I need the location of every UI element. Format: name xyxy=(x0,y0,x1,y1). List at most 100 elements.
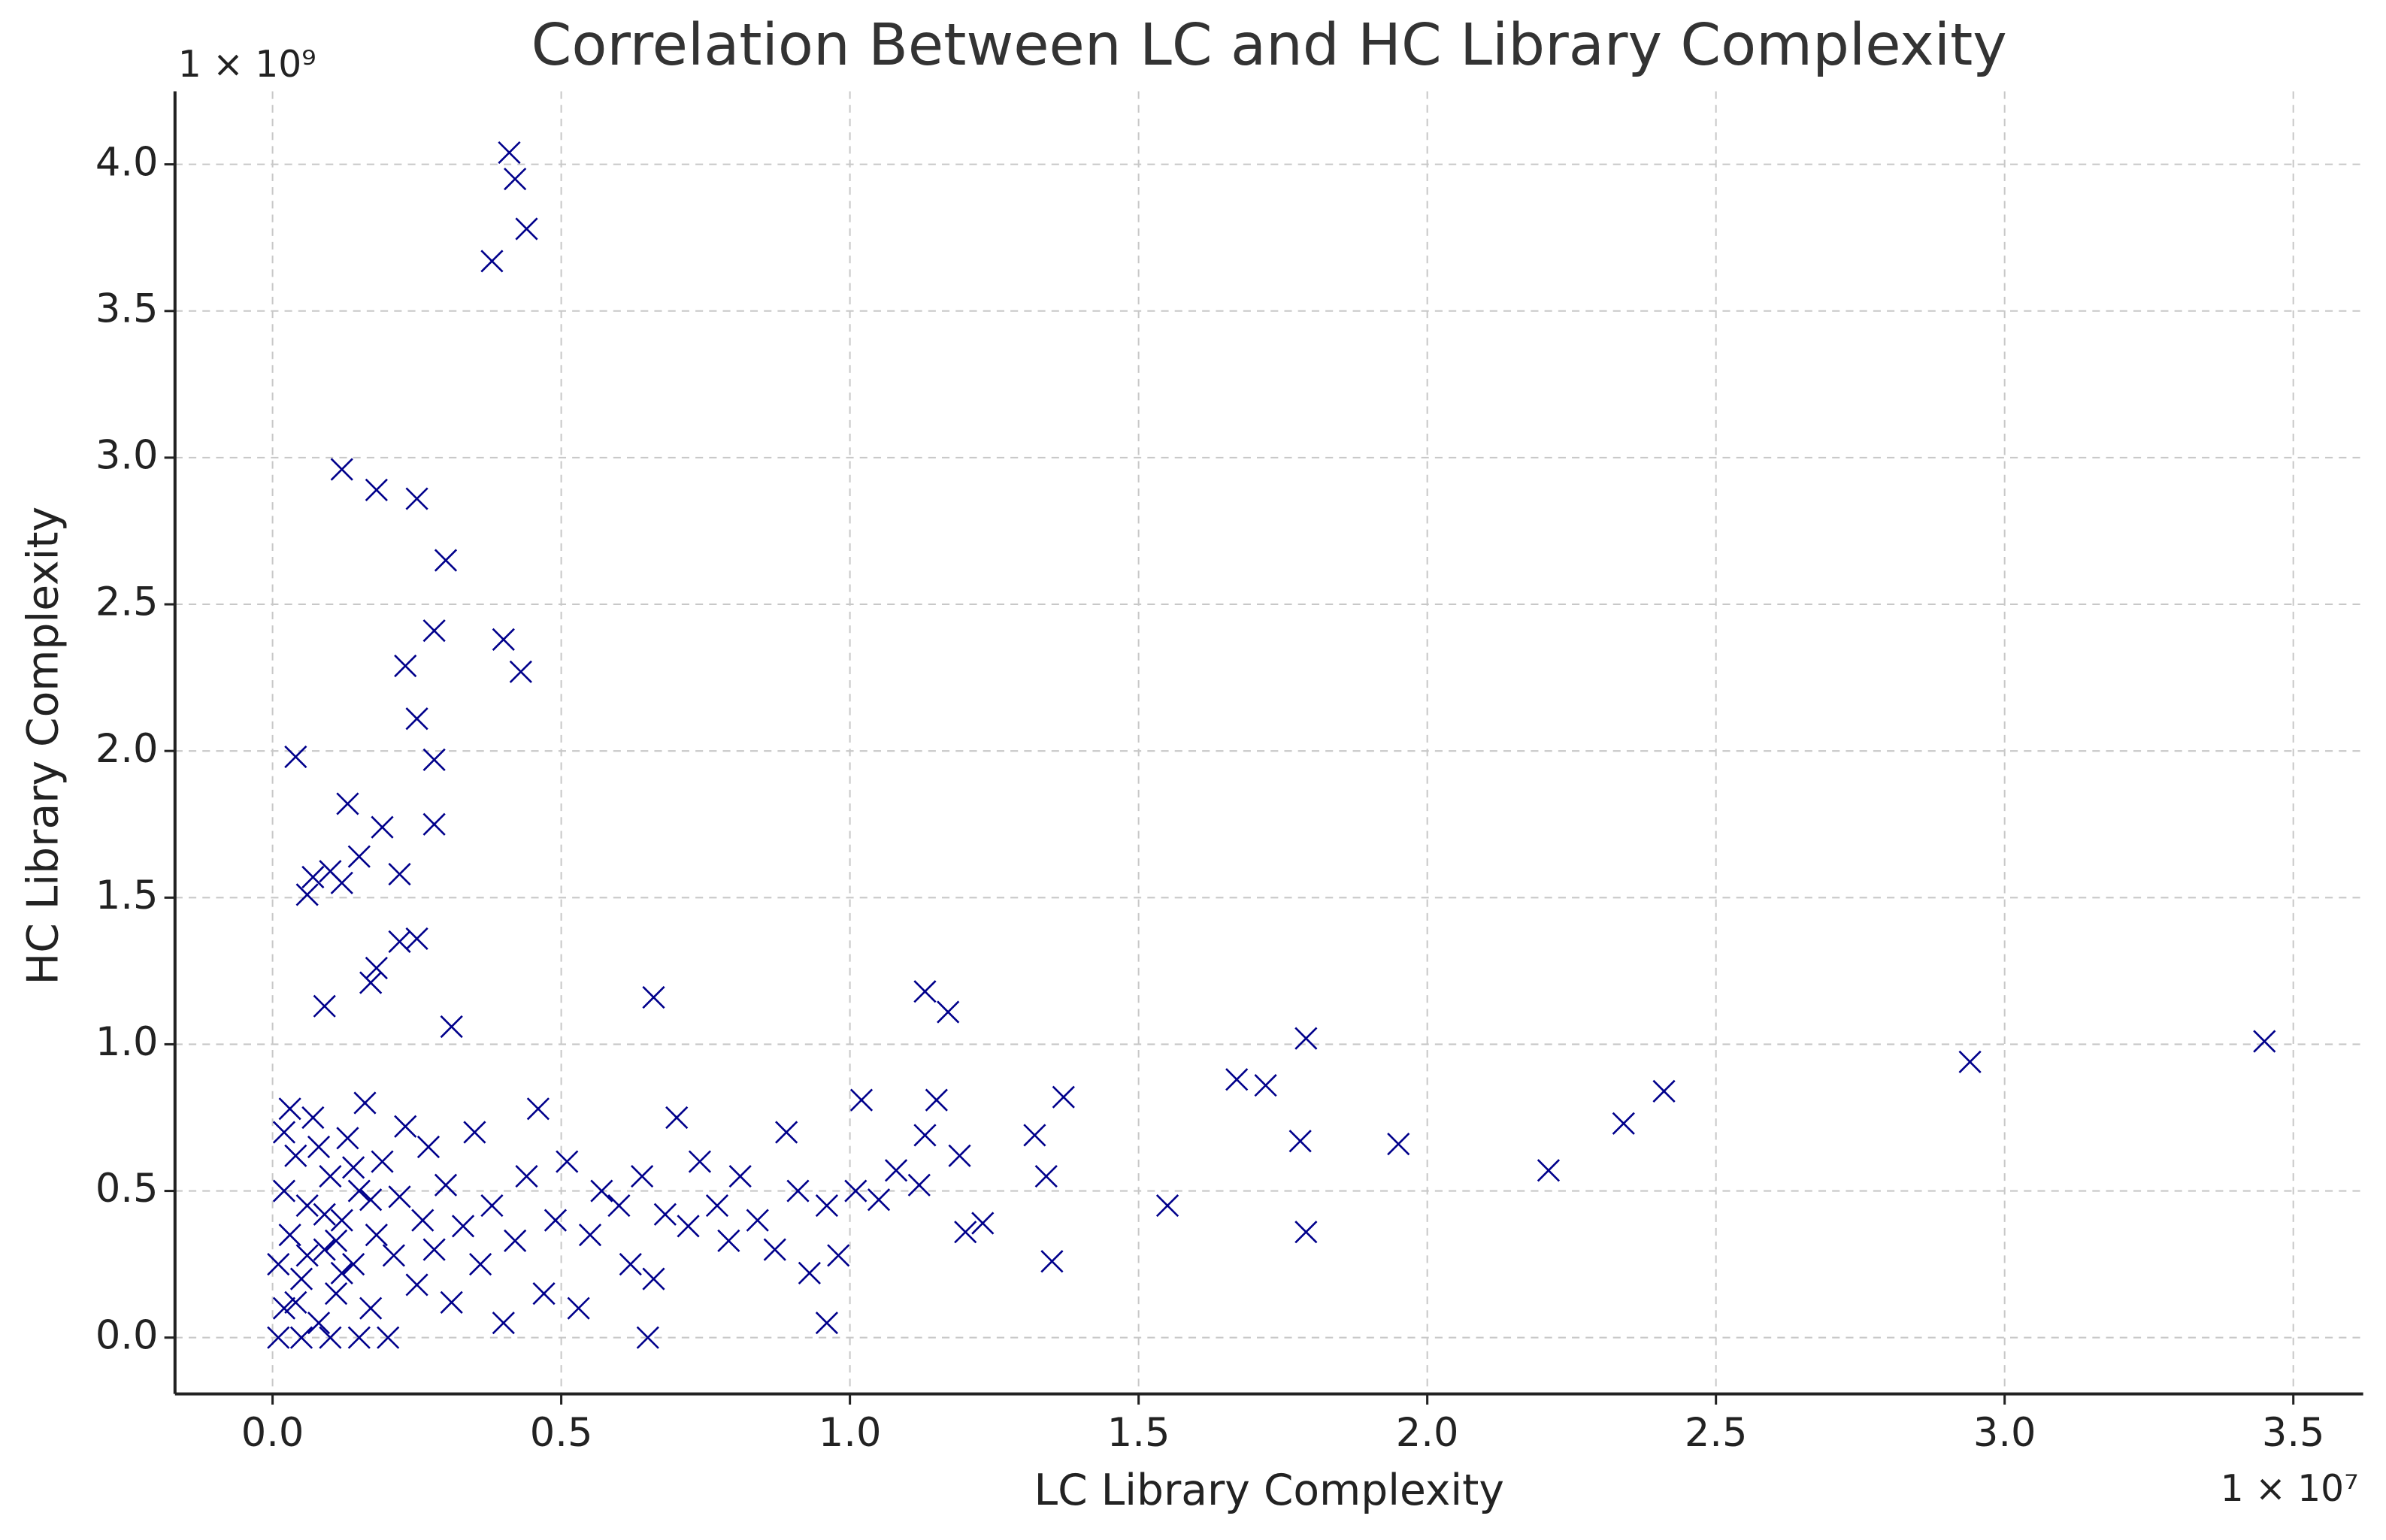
scatter-point xyxy=(815,1194,838,1218)
scatter-point xyxy=(642,985,665,1009)
scatter-point xyxy=(394,1115,417,1138)
scatter-point xyxy=(532,1282,556,1306)
x-tick-label: 0.0 xyxy=(241,1410,304,1456)
scatter-point xyxy=(746,1209,769,1232)
scatter-point xyxy=(607,1194,631,1218)
scatter-point xyxy=(347,845,371,868)
scatter-point xyxy=(411,1209,435,1232)
scatter-point xyxy=(705,1194,729,1218)
scatter-point xyxy=(416,1135,441,1159)
scatter-point xyxy=(289,1326,313,1349)
scatter-point xyxy=(440,1290,463,1314)
scatter-point xyxy=(365,1224,388,1247)
x-tick-label: 3.0 xyxy=(1973,1410,2036,1456)
scatter-point xyxy=(295,1244,319,1267)
scatter-point xyxy=(272,1179,296,1203)
scatter-point xyxy=(717,1229,740,1253)
scatter-point xyxy=(377,1326,400,1349)
scatter-point xyxy=(492,628,515,651)
scatter-point xyxy=(434,549,458,572)
scatter-point xyxy=(937,1000,960,1024)
scatter-point xyxy=(567,1296,590,1320)
scatter-point xyxy=(763,1238,786,1261)
scatter-point xyxy=(359,1296,383,1320)
scatter-point xyxy=(319,1326,342,1349)
scatter-point xyxy=(371,1150,394,1173)
scatter-point xyxy=(1034,1164,1058,1188)
scatter-point xyxy=(330,871,353,894)
scatter-point xyxy=(1155,1194,1179,1218)
scatter-point xyxy=(1612,1112,1635,1135)
scatter-point xyxy=(342,1156,365,1179)
scatter-point xyxy=(515,217,538,241)
scatter-point xyxy=(1052,1085,1075,1109)
scatter-point xyxy=(2253,1030,2276,1053)
scatter-point xyxy=(422,812,446,836)
scatter-point xyxy=(544,1209,568,1232)
y-tick-label: 1.0 xyxy=(95,1019,159,1065)
scatter-point xyxy=(844,1179,867,1203)
scatter-point xyxy=(492,1312,515,1335)
scatter-point xyxy=(653,1203,677,1226)
scatter-point xyxy=(971,1212,995,1235)
scatter-point xyxy=(556,1150,579,1173)
scatter-point xyxy=(451,1215,475,1238)
scatter-point xyxy=(336,1127,359,1150)
scatter-point xyxy=(388,862,411,886)
scatter-point xyxy=(954,1221,977,1244)
scatter-point xyxy=(347,1326,371,1349)
scatter-point xyxy=(405,707,428,731)
y-tick-label: 2.0 xyxy=(95,726,159,772)
scatter-point xyxy=(665,1106,689,1130)
scatter-point xyxy=(267,1253,290,1276)
scatter-point xyxy=(590,1179,613,1203)
scatter-point xyxy=(884,1159,908,1182)
scatter-point xyxy=(422,1238,446,1261)
scatter-point xyxy=(636,1326,659,1349)
scatter-point xyxy=(925,1088,948,1112)
scatter-point xyxy=(422,748,446,771)
x-tick-label: 0.5 xyxy=(530,1410,593,1456)
scatter-point xyxy=(359,1188,383,1212)
scatter-point xyxy=(688,1150,712,1173)
scatter-point xyxy=(578,1224,602,1247)
x-tick-label: 2.0 xyxy=(1396,1410,1459,1456)
scatter-point xyxy=(342,1253,365,1276)
scatter-point xyxy=(515,1164,538,1188)
scatter-point xyxy=(307,1135,331,1159)
scatter-point xyxy=(295,1194,319,1218)
scatter-point xyxy=(405,1273,428,1296)
x-axis-label: LC Library Complexity xyxy=(1034,1466,1504,1515)
scatter-point xyxy=(272,1296,296,1320)
scatter-point xyxy=(468,1253,492,1276)
scatter-point xyxy=(849,1088,874,1112)
scatter-point xyxy=(913,1124,937,1147)
scatter-point xyxy=(1040,1250,1064,1273)
scatter-point xyxy=(295,883,319,906)
y-offset-label: 1 × 10⁹ xyxy=(178,44,316,86)
scatter-point xyxy=(267,1326,290,1349)
scatter-point xyxy=(353,1091,377,1115)
scatter-point xyxy=(1537,1159,1561,1182)
y-tick-label: 3.0 xyxy=(95,433,159,479)
x-offset-label: 1 × 10⁷ xyxy=(2221,1468,2359,1510)
scatter-point xyxy=(365,478,388,501)
x-tick-label: 3.5 xyxy=(2262,1410,2325,1456)
scatter-point xyxy=(509,660,532,683)
scatter-point xyxy=(313,1238,336,1261)
scatter-point xyxy=(1387,1133,1410,1156)
x-tick-label: 2.5 xyxy=(1685,1410,1748,1456)
scatter-point xyxy=(405,927,428,951)
y-axis-label: HC Library Complexity xyxy=(18,507,68,985)
scatter-point xyxy=(434,1173,458,1197)
scatter-point xyxy=(907,1173,931,1197)
scatter-point xyxy=(319,1164,342,1188)
scatter-point xyxy=(619,1253,642,1276)
scatter-point xyxy=(365,956,388,980)
scatter-point xyxy=(504,168,527,191)
scatter-point xyxy=(913,980,937,1003)
scatter-point xyxy=(1254,1073,1277,1097)
chart-title: Correlation Between LC and HC Library Co… xyxy=(531,12,2007,79)
